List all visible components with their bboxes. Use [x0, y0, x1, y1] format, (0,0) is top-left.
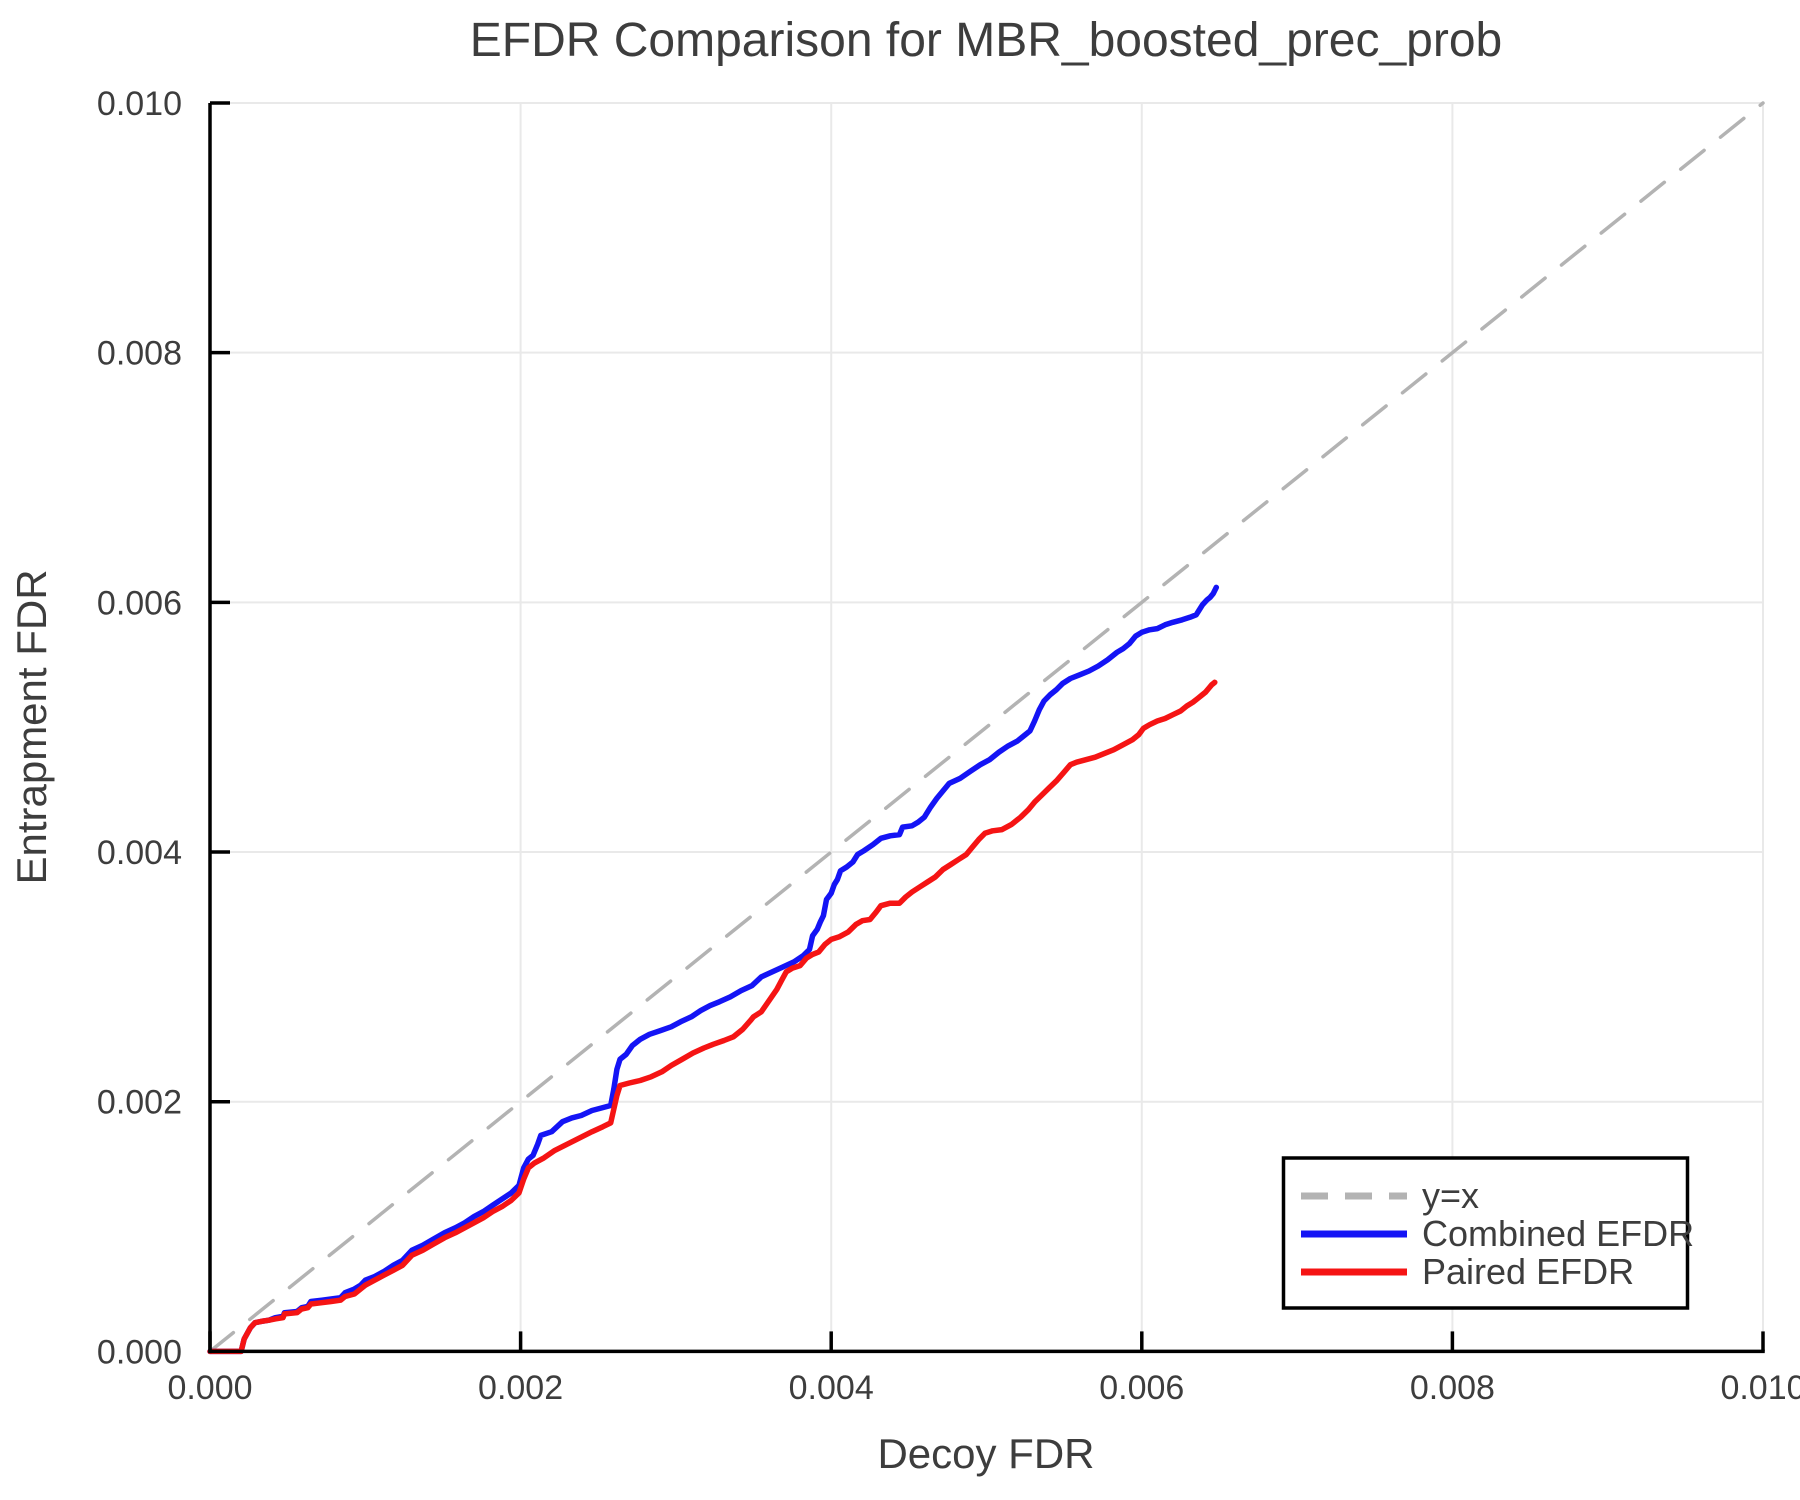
series-paired-efdr	[207, 679, 1218, 1355]
x-tick-label: 0.002	[478, 1369, 563, 1407]
x-tick-label: 0.010	[1720, 1369, 1800, 1407]
series-combined-efdr	[207, 584, 1220, 1355]
y-tick-label: 0.000	[97, 1333, 182, 1371]
y-tick-label: 0.006	[97, 584, 182, 622]
y-tick-label: 0.010	[97, 85, 182, 123]
axes-layer	[208, 101, 1765, 1354]
legend-label: y=x	[1422, 1175, 1479, 1216]
legend-label: Combined EFDR	[1422, 1213, 1694, 1254]
x-axis-label: Decoy FDR	[877, 1430, 1094, 1477]
y-tick-label: 0.002	[97, 1084, 182, 1122]
tick-label-layer: 0.000 0.002 0.004 0.006 0.008 0.010 0.000 0.002…	[97, 85, 1800, 1407]
grid-layer	[210, 102, 1764, 1352]
series-layer	[207, 101, 1765, 1355]
x-tick-label: 0.000	[167, 1369, 252, 1407]
chart-title: EFDR Comparison for MBR_boosted_prec_pro…	[470, 14, 1502, 67]
y-axis-label: Entrapment FDR	[8, 569, 55, 884]
x-tick-label: 0.008	[1410, 1369, 1495, 1407]
x-tick-label: 0.004	[789, 1369, 874, 1407]
series-y-x	[208, 101, 1765, 1354]
x-tick-label: 0.006	[1099, 1369, 1184, 1407]
legend-label: Paired EFDR	[1422, 1251, 1634, 1292]
y-tick-label: 0.004	[97, 834, 182, 872]
y-tick-label: 0.008	[97, 335, 182, 373]
